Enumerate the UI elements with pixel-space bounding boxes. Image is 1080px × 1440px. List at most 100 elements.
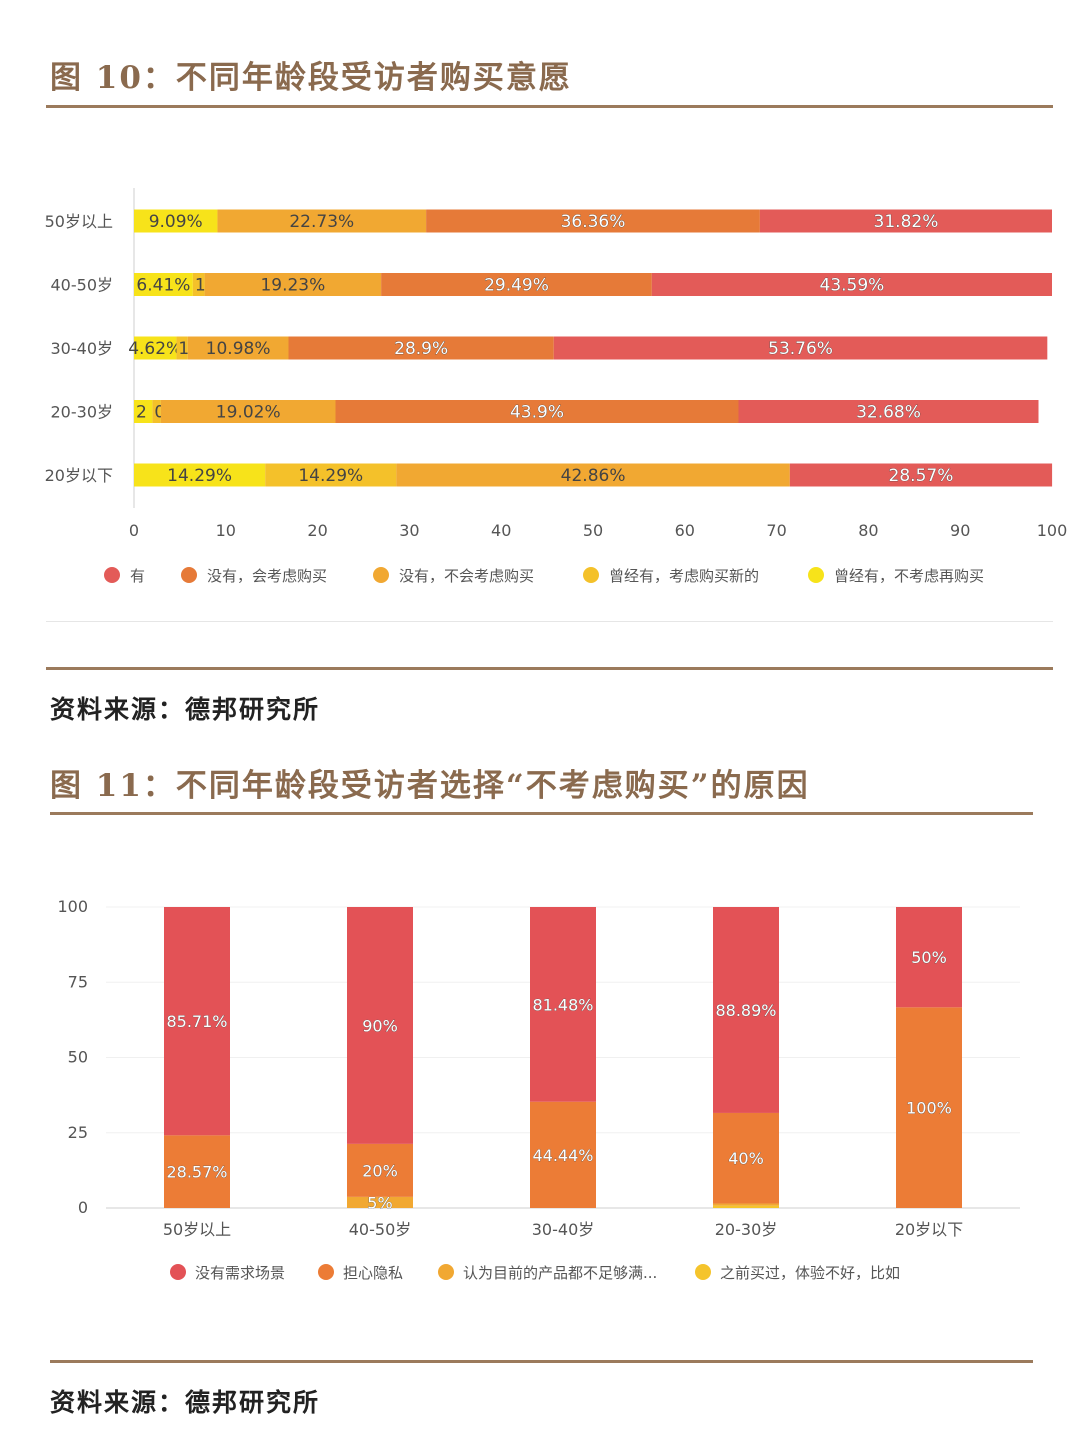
- data-label: 2: [136, 403, 147, 423]
- legend-label-曾经有-不考虑再购买: 曾经有，不考虑再购买: [834, 567, 984, 585]
- data-label: 31.82%: [874, 212, 939, 232]
- bar-segment-有: [553, 336, 1048, 360]
- y-tick-label-20岁以下: 20岁以下: [45, 466, 113, 485]
- figure-11-source: 资料来源：德邦研究所: [50, 1388, 321, 1417]
- figure-11-source-rule: [50, 1360, 1033, 1363]
- data-label: 19.02%: [216, 403, 281, 423]
- bar-segment-没有需求场景: [347, 907, 413, 1144]
- x-tick-label: 40: [491, 521, 511, 540]
- legend-marker-有: [104, 567, 120, 583]
- bar-segment-曾经有-不考虑再购买: [134, 400, 153, 423]
- y-tick-label: 0: [78, 1198, 88, 1217]
- legend-marker-没有-不会考虑购买: [373, 567, 389, 583]
- x-tick-label: 30: [399, 521, 419, 540]
- x-tick-label-20岁以下: 20岁以下: [895, 1220, 963, 1239]
- bar-segment-没有-不会考虑购买: [217, 209, 427, 233]
- legend-label-认为目前的产品都不足够满: 认为目前的产品都不足够满...: [463, 1264, 657, 1282]
- data-label: 53.76%: [768, 339, 833, 359]
- x-tick-label: 60: [675, 521, 695, 540]
- data-label: 81.48%: [532, 995, 593, 1014]
- legend-marker-认为目前的产品都不足够满: [438, 1264, 454, 1280]
- data-label: 50%: [911, 948, 947, 967]
- x-tick-label: 80: [858, 521, 878, 540]
- bar-segment-有: [789, 463, 1053, 487]
- bar-segment-没有需求场景: [713, 907, 779, 1113]
- bar-segment-曾经有-不考虑再购买: [134, 209, 218, 233]
- x-tick-label-50岁以上: 50岁以上: [163, 1220, 231, 1239]
- x-tick-label: 20: [307, 521, 327, 540]
- bar-segment-担心隐私: [347, 1143, 413, 1197]
- data-label: 5%: [367, 1193, 392, 1212]
- y-tick-label: 25: [68, 1123, 88, 1142]
- bar-segment-曾经有-不考虑再购买: [134, 463, 266, 487]
- bar-segment-没有-不会考虑购买: [396, 463, 790, 487]
- chart-1-divider: [46, 621, 1053, 622]
- data-label: 100%: [906, 1099, 952, 1118]
- data-label: 4.62%: [128, 339, 182, 359]
- figure-10-title: 图 10：不同年龄段受访者购买意愿: [50, 60, 572, 96]
- data-label: 9.09%: [149, 212, 203, 232]
- figure-11-title-rule: [50, 812, 1033, 815]
- data-label: 28.57%: [889, 466, 954, 486]
- bar-segment-担心隐私: [530, 1101, 596, 1208]
- legend-label-之前买过-体验不好-比如: 之前买过，体验不好，比如: [720, 1264, 900, 1282]
- legend-label-没有-会考虑购买: 没有，会考虑购买: [207, 567, 327, 585]
- legend-marker-之前买过-体验不好-比如: [695, 1264, 711, 1280]
- legend-marker-没有-会考虑购买: [181, 567, 197, 583]
- legend-marker-曾经有-不考虑再购买: [808, 567, 824, 583]
- bar-segment-没有-不会考虑购买: [204, 273, 382, 296]
- x-tick-label: 50: [583, 521, 603, 540]
- data-label: 14.29%: [167, 466, 232, 486]
- bar-segment-认为目前的产品都不足够满: [347, 1196, 413, 1208]
- bar-segment-曾经有-考虑购买新的: [265, 463, 397, 487]
- bar-segment-没有需求场景: [896, 907, 962, 1008]
- legend-marker-没有需求场景: [170, 1264, 186, 1280]
- bar-segment-曾经有-考虑购买新的: [152, 400, 161, 423]
- legend-marker-曾经有-考虑购买新的: [583, 567, 599, 583]
- legend-marker-担心隐私: [318, 1264, 334, 1280]
- y-tick-label: 75: [68, 972, 88, 991]
- data-label: 6.41%: [136, 276, 190, 296]
- bar-segment-没有-不会考虑购买: [160, 400, 336, 423]
- data-label: 20%: [362, 1161, 398, 1180]
- data-label: 43.9%: [510, 403, 564, 423]
- y-tick-label: 100: [57, 897, 88, 916]
- bar-segment-有: [651, 273, 1052, 296]
- data-label: 42.86%: [561, 466, 626, 486]
- bar-segment-有: [738, 400, 1039, 423]
- figure-10-title-rule: [46, 105, 1053, 108]
- data-label: 28.57%: [166, 1163, 227, 1182]
- bar-segment-曾经有-考虑购买新的: [192, 273, 205, 296]
- legend-label-有: 有: [130, 567, 145, 585]
- data-label: 29.49%: [484, 276, 549, 296]
- legend-label-曾经有-考虑购买新的: 曾经有，考虑购买新的: [609, 567, 759, 585]
- y-tick-label-40-50岁: 40-50岁: [51, 276, 114, 295]
- horizontal-stacked-bar-chart: 50岁以上 9.09% 22.73% 36.36% 31.82% 40-50岁 6.41% 1…: [45, 188, 1068, 585]
- x-tick-label: 100: [1037, 521, 1068, 540]
- y-tick-label-20-30岁: 20-30岁: [51, 403, 114, 422]
- data-label: 85.71%: [166, 1012, 227, 1031]
- y-tick-label-50岁以上: 50岁以上: [45, 212, 113, 231]
- data-label: 43.59%: [820, 276, 885, 296]
- legend-label-没有需求场景: 没有需求场景: [195, 1264, 285, 1282]
- bar-segment-没有-会考虑购买: [335, 400, 739, 423]
- y-tick-label: 50: [68, 1048, 88, 1067]
- bar-segment-曾经有-不考虑再购买: [134, 336, 177, 360]
- x-tick-label-30-40岁: 30-40岁: [532, 1220, 595, 1239]
- bar-segment-没有需求场景: [530, 907, 596, 1102]
- x-tick-label: 70: [766, 521, 786, 540]
- x-tick-label-20-30岁: 20-30岁: [715, 1220, 778, 1239]
- bar-segment-担心隐私: [896, 1007, 962, 1208]
- bar-segment-曾经有-考虑购买新的: [176, 336, 188, 360]
- bar-segment-担心隐私: [164, 1135, 230, 1208]
- data-label: 28.9%: [394, 339, 448, 359]
- figure-10-source-rule: [46, 667, 1053, 670]
- legend-label-没有-不会考虑购买: 没有，不会考虑购买: [399, 567, 534, 585]
- x-tick-label: 90: [950, 521, 970, 540]
- data-label: 22.73%: [289, 212, 354, 232]
- x-tick-label: 0: [129, 521, 139, 540]
- bar-segment-有: [759, 209, 1052, 233]
- legend-label-担心隐私: 担心隐私: [343, 1264, 403, 1282]
- data-label: 44.44%: [532, 1146, 593, 1165]
- bar-segment-没有-不会考虑购买: [187, 336, 289, 360]
